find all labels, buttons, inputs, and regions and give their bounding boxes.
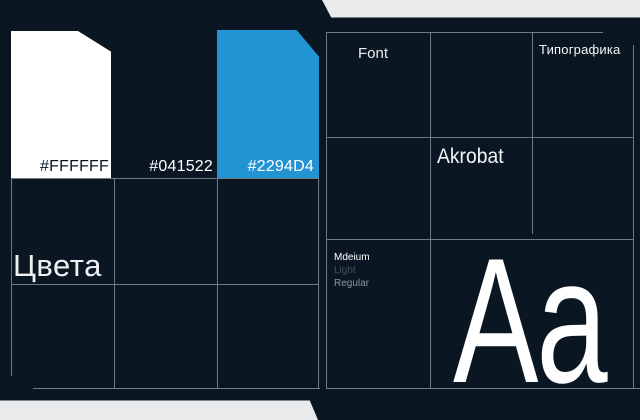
font-name: Akrobat (437, 145, 504, 168)
grid-line (327, 32, 603, 33)
grid-line (33, 388, 320, 389)
bottom-accent-strip-edge (0, 400, 310, 401)
grid-line (11, 178, 319, 179)
grid-line (327, 137, 634, 138)
grid-line (326, 388, 640, 389)
color-swatch-dark (114, 31, 217, 178)
hex-label-white: #FFFFFF (40, 158, 109, 175)
typography-section-title: Типографика (539, 42, 621, 57)
grid-line (318, 178, 319, 389)
color-swatch-white (11, 31, 111, 178)
grid-line (430, 32, 431, 389)
top-accent-strip-edge (331, 17, 640, 18)
top-accent-strip (322, 0, 640, 17)
type-specimen-aa: Aa (453, 221, 608, 420)
grid-line (11, 284, 319, 285)
font-weight-list: Mdeium Light Regular (334, 251, 370, 290)
font-weight-light: Light (334, 265, 356, 276)
grid-line (532, 33, 533, 234)
hex-label-blue: #2294D4 (247, 158, 314, 175)
grid-line (114, 178, 115, 389)
color-swatch-blue (217, 30, 319, 178)
font-weight-regular: Regular (334, 278, 370, 289)
bottom-accent-strip (0, 401, 318, 420)
grid-line (326, 32, 327, 389)
colors-section-title: Цвета (13, 248, 102, 283)
grid-line (217, 178, 218, 389)
font-weight-medium: Mdeium (334, 252, 370, 263)
grid-line (633, 45, 634, 389)
hex-label-dark: #041522 (149, 158, 213, 175)
grid-line (326, 239, 634, 240)
grid-line (11, 178, 12, 376)
font-cell-label: Font (358, 45, 389, 62)
